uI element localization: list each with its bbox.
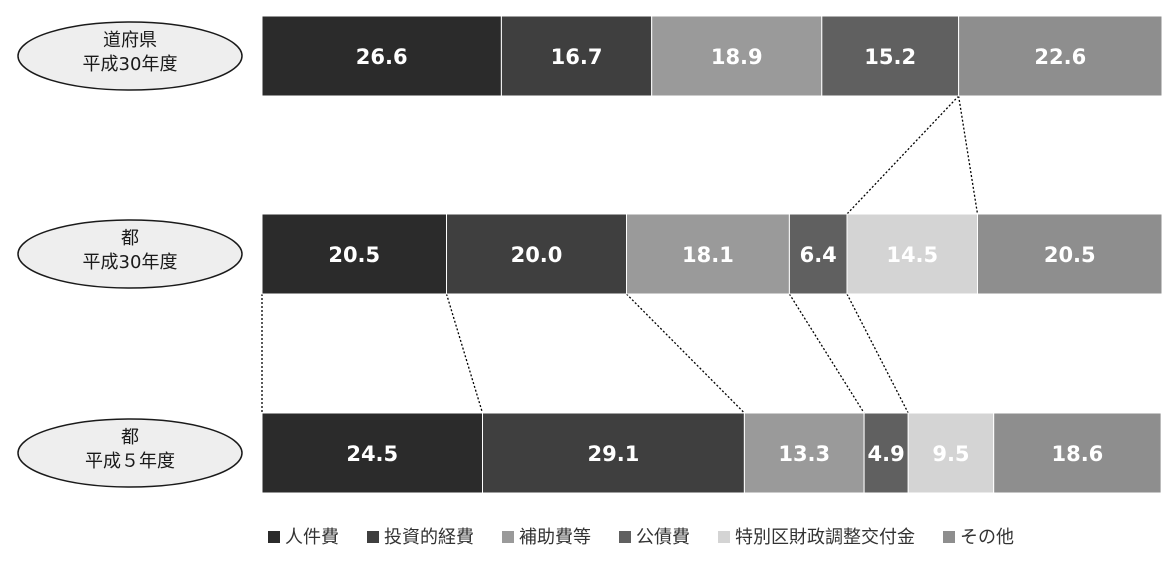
bar-segment	[993, 412, 1162, 494]
connector-line	[846, 95, 960, 215]
bar-value-label: 26.6	[356, 45, 408, 69]
bar-value-label: 13.3	[778, 442, 830, 466]
legend-label: 人件費	[285, 527, 339, 548]
bar-value-label: 4.9	[868, 442, 905, 466]
row-label-text: 平成30年度	[83, 252, 178, 273]
row-label-text: 都	[121, 228, 139, 249]
bar-segment	[977, 213, 1163, 295]
legend-label: 公債費	[636, 527, 690, 548]
legend-swatch	[943, 531, 955, 543]
legend-label: 特別区財政調整交付金	[735, 527, 915, 548]
legend-swatch	[502, 531, 514, 543]
row-label-ellipse	[17, 219, 243, 289]
connector-line	[626, 293, 745, 414]
bar-value-label: 22.6	[1034, 45, 1086, 69]
bar-segment	[261, 412, 483, 494]
bar-value-label: 18.6	[1051, 442, 1103, 466]
bar-value-label: 20.5	[1044, 243, 1096, 267]
legend-swatch	[619, 531, 631, 543]
row-label-text: 道府県	[103, 30, 157, 51]
bar-segment	[743, 412, 865, 494]
legend-label: 投資的経費	[384, 527, 474, 548]
bar-segment	[846, 213, 978, 295]
bar-value-label: 29.1	[588, 442, 640, 466]
bar-value-label: 6.4	[800, 243, 837, 267]
connector-lines	[261, 95, 979, 414]
legend-swatch	[268, 531, 280, 543]
bar-segment	[958, 15, 1163, 97]
bars-group: 26.6 16.7 18.9 15.2 22.6 20.5 20.0 18.1 6.4 14.5 2…	[261, 15, 1163, 494]
connector-line	[957, 95, 979, 215]
row-label-ellipse	[17, 418, 243, 488]
bar-segment	[500, 15, 653, 97]
bar-value-label: 20.0	[511, 243, 563, 267]
bar-value-label: 16.7	[551, 45, 603, 69]
bar-segment	[261, 15, 502, 97]
bar-value-label: 18.9	[711, 45, 763, 69]
legend-swatch	[367, 531, 379, 543]
bar-segment	[261, 213, 447, 295]
bar-value-label: 15.2	[864, 45, 916, 69]
row-label-text: 平成５年度	[85, 451, 175, 472]
row-label-ellipse	[17, 21, 243, 91]
connector-line	[788, 293, 865, 414]
bar-segment	[788, 213, 848, 295]
legend-swatch	[718, 531, 730, 543]
bar-value-label: 18.1	[682, 243, 734, 267]
bar-segment	[907, 412, 995, 494]
connector-line	[445, 293, 484, 414]
row-label-text: 都	[121, 427, 139, 448]
bar-value-label: 14.5	[886, 243, 938, 267]
legend-label: その他	[960, 527, 1014, 548]
row-label-text: 平成30年度	[83, 54, 178, 75]
legend: 人件費 投資的経費 補助費等 公債費 特別区財政調整交付金 その他	[268, 527, 1014, 548]
legend-label: 補助費等	[519, 527, 591, 548]
bar-value-label: 20.5	[328, 243, 380, 267]
connector-line	[846, 293, 909, 414]
bar-segment	[651, 15, 823, 97]
bar-value-label: 24.5	[346, 442, 398, 466]
bar-segment	[482, 412, 745, 494]
bar-value-label: 9.5	[932, 442, 969, 466]
bar-segment	[626, 213, 790, 295]
bar-segment	[863, 412, 909, 494]
